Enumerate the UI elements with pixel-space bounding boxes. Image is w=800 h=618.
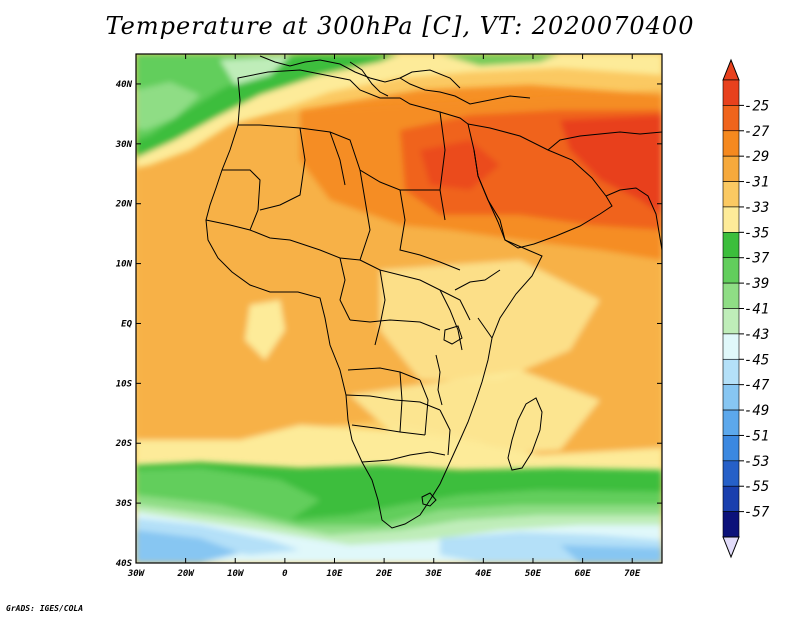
africa-coastline — [205, 69, 543, 529]
colorbar-swatch — [722, 358, 740, 385]
y-tick-label: EQ — [121, 319, 132, 329]
colorbar-label: -39 — [744, 276, 769, 292]
colorbar-label: -55 — [744, 479, 769, 495]
x-tick-label: 10W — [227, 569, 245, 579]
y-tick-label: 40S — [116, 559, 133, 569]
colorbar-swatch — [722, 485, 740, 512]
colorbar-swatch — [722, 333, 740, 360]
colorbar-swatch — [722, 384, 740, 411]
x-tick-label: 0 — [282, 569, 288, 579]
colorbar-swatch — [722, 181, 740, 208]
colorbar-label: -37 — [744, 251, 770, 267]
credit-text: GrADS: IGES/COLA — [6, 604, 84, 613]
x-tick-label: 10E — [326, 569, 343, 579]
arabia-coastline — [467, 123, 613, 249]
plot-frame — [135, 53, 663, 564]
colorbar-swatch — [722, 282, 740, 309]
temperature-field — [136, 54, 662, 563]
y-axis: 40N 30N 20N 10N EQ 10S 20S 30S 40S — [115, 80, 662, 569]
y-tick-label: 20N — [115, 200, 133, 210]
x-axis: 30W 20W 10W 0 10E 20E 30E 40E 50E 60E 70E — [127, 54, 641, 579]
colorbar-swatch — [722, 257, 740, 284]
y-tick-label: 30S — [115, 499, 133, 509]
x-tick-label: 60E — [574, 569, 591, 579]
y-tick-label: 10S — [116, 379, 133, 389]
colorbar-swatch — [722, 409, 740, 436]
colorbar-label: -35 — [744, 225, 769, 241]
x-tick-label: 40E — [475, 569, 492, 579]
x-tick-label: 30E — [425, 569, 443, 579]
colorbar-label: -41 — [744, 302, 769, 318]
colorbar-label: -27 — [744, 124, 770, 140]
colorbar-label: -47 — [744, 378, 770, 394]
colorbar-label: -31 — [744, 175, 769, 191]
colorbar-label: -53 — [744, 454, 769, 470]
colorbar-swatch — [722, 232, 740, 259]
x-tick-label: 20E — [375, 569, 393, 579]
colorbar-swatch — [722, 435, 740, 462]
colorbar-swatch — [722, 206, 740, 233]
colorbar-swatch — [722, 308, 740, 335]
madagascar-coastline — [507, 397, 543, 471]
colorbar-label: -25 — [744, 98, 769, 114]
y-tick-label: 40N — [116, 80, 133, 90]
y-tick-label: 10N — [116, 260, 133, 270]
x-tick-label: 30W — [127, 569, 146, 579]
colorbar-over-triangle — [722, 58, 740, 81]
colorbar-swatch — [722, 511, 740, 538]
colorbar-label: -33 — [744, 200, 769, 216]
colorbar-swatch — [722, 105, 740, 132]
colorbar-under-triangle — [722, 536, 740, 559]
map-title: Temperature at 300hPa [C], VT: 202007040… — [105, 12, 695, 40]
colorbar-label: -45 — [744, 352, 769, 368]
colorbar-label: -49 — [744, 403, 769, 419]
colorbar-label: -29 — [744, 149, 769, 165]
colorbar-label: -51 — [744, 428, 769, 444]
colorbar-label: -43 — [744, 327, 769, 343]
colorbar-swatch — [722, 79, 740, 106]
x-tick-label: 20W — [176, 569, 195, 579]
x-tick-label: 70E — [624, 569, 641, 579]
colorbar-swatch — [722, 155, 740, 182]
colorbar-swatch — [722, 130, 740, 157]
y-tick-label: 30N — [115, 140, 133, 150]
colorbar: -25 -27 -29 -31 -33 -35 -37 -39 -41 -43 -45 -47 -49 -… — [722, 58, 770, 559]
colorbar-swatch — [722, 460, 740, 487]
colorbar-label: -57 — [744, 505, 770, 521]
country-borders — [205, 55, 662, 529]
y-tick-label: 20S — [115, 439, 133, 449]
x-tick-label: 50E — [525, 569, 542, 579]
